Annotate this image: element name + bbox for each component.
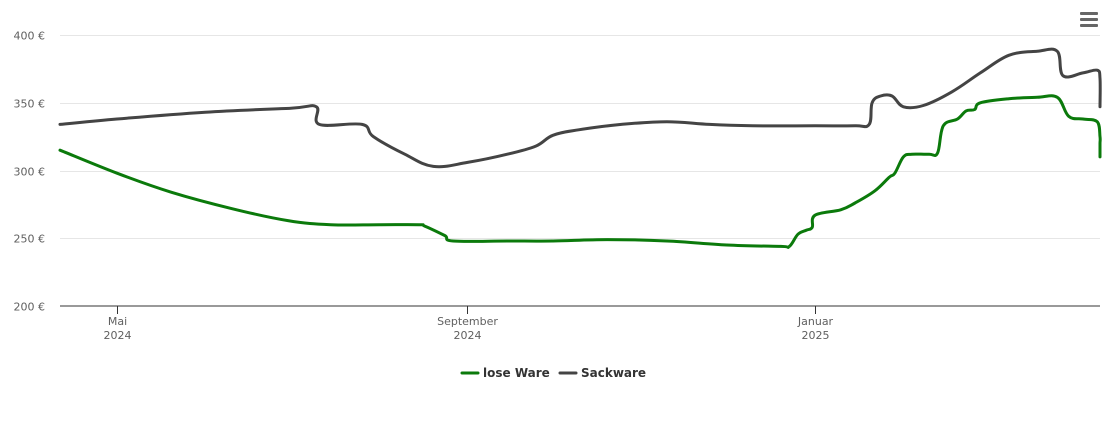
y-tick-label: 250 € [14, 233, 46, 246]
series [58, 47, 1102, 249]
y-tick-label: 200 € [14, 301, 46, 314]
series-line-sackware [58, 47, 1102, 169]
legend[interactable]: lose Ware Sackware [460, 366, 646, 380]
x-tick-year: 2024 [454, 329, 482, 342]
x-tick-year: 2025 [802, 329, 830, 342]
x-tick-month: September [437, 315, 498, 328]
legend-label: Sackware [581, 366, 646, 380]
y-tick-label: 400 € [14, 30, 46, 43]
legend-item[interactable]: lose Ware [460, 366, 550, 380]
menu-bar [1080, 12, 1098, 15]
menu-bar [1080, 18, 1098, 21]
menu-bar [1080, 24, 1098, 27]
x-tick-month: Mai [108, 315, 127, 328]
legend-item[interactable]: Sackware [558, 366, 646, 380]
legend-label: lose Ware [483, 366, 550, 380]
y-tick-label: 300 € [14, 166, 46, 179]
grid-lines [60, 35, 1100, 239]
series-line-lose-ware [58, 94, 1102, 249]
x-tick-year: 2024 [104, 329, 132, 342]
hamburger-menu-icon[interactable] [1080, 12, 1098, 28]
x-tick-month: Januar [797, 315, 834, 328]
y-axis-ticks: 200 € 250 € 300 € 350 € 400 € [14, 30, 46, 314]
y-tick-label: 350 € [14, 98, 46, 111]
